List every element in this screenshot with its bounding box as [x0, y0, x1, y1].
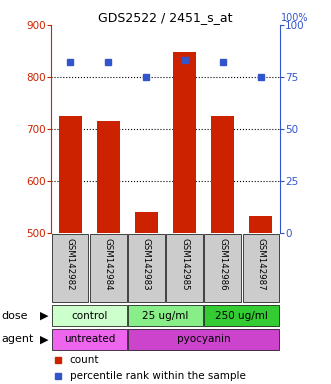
- Text: 25 ug/ml: 25 ug/ml: [142, 311, 189, 321]
- Bar: [52, 234, 88, 302]
- Text: untreated: untreated: [64, 334, 115, 344]
- Bar: [97, 121, 120, 233]
- Text: GSM142983: GSM142983: [142, 238, 151, 291]
- Bar: [59, 116, 82, 233]
- Bar: [243, 234, 279, 302]
- Bar: [166, 234, 203, 302]
- Text: GSM142985: GSM142985: [180, 238, 189, 291]
- Text: dose: dose: [2, 311, 28, 321]
- Text: pyocyanin: pyocyanin: [177, 334, 230, 344]
- Bar: [90, 234, 126, 302]
- Bar: [205, 305, 279, 326]
- Bar: [52, 305, 126, 326]
- Text: GSM142987: GSM142987: [256, 238, 265, 291]
- Bar: [205, 234, 241, 302]
- Bar: [128, 329, 279, 350]
- Bar: [173, 52, 196, 233]
- Bar: [128, 305, 203, 326]
- Bar: [135, 212, 158, 233]
- Text: GSM142984: GSM142984: [104, 238, 113, 291]
- Text: 100%: 100%: [281, 13, 309, 23]
- Text: agent: agent: [2, 334, 34, 344]
- Bar: [128, 234, 165, 302]
- Bar: [52, 329, 126, 350]
- Bar: [249, 215, 272, 233]
- Text: GSM142982: GSM142982: [66, 238, 75, 291]
- Text: 250 ug/ml: 250 ug/ml: [215, 311, 268, 321]
- Text: ▶: ▶: [40, 334, 49, 344]
- Text: GSM142986: GSM142986: [218, 238, 227, 291]
- Text: control: control: [71, 311, 108, 321]
- Title: GDS2522 / 2451_s_at: GDS2522 / 2451_s_at: [98, 11, 233, 24]
- Text: count: count: [70, 356, 99, 366]
- Text: ▶: ▶: [40, 311, 49, 321]
- Bar: [211, 116, 234, 233]
- Text: percentile rank within the sample: percentile rank within the sample: [70, 371, 246, 381]
